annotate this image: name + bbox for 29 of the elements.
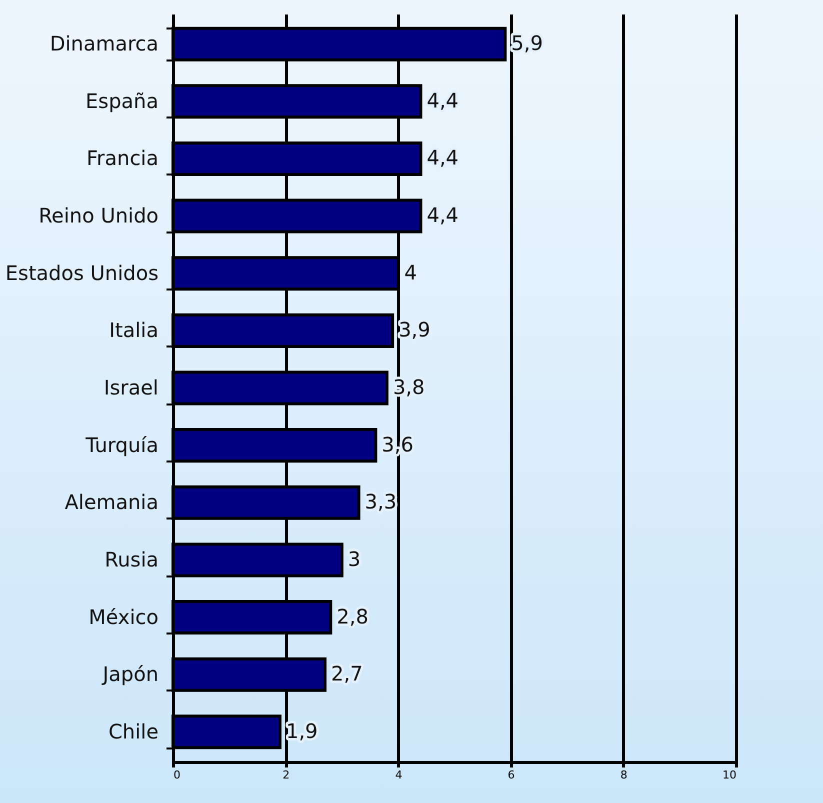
y-tick-label: Alemania — [64, 490, 158, 514]
y-tick-label: México — [88, 604, 158, 629]
y-tick-label: Chile — [108, 719, 158, 744]
data-label: 2,7 — [331, 662, 363, 686]
data-label: 3,9 — [398, 318, 430, 342]
x-tick-label: 2 — [282, 768, 290, 782]
y-tick-label: Turquía — [84, 432, 158, 457]
y-tick-label: Italia — [109, 318, 158, 342]
x-tick-label: 10 — [722, 768, 736, 782]
data-label: 4,4 — [426, 203, 459, 228]
data-label: 3,3 — [364, 490, 397, 514]
y-tick-label: España — [86, 88, 158, 113]
y-tick-label: Dinamarca — [50, 32, 158, 56]
data-label: 2,8 — [336, 604, 368, 628]
y-tick-label: Reino Unido — [38, 204, 158, 228]
data-label: 1,9 — [286, 718, 318, 743]
y-tick-label: Rusia — [104, 547, 158, 572]
y-tick-label: Israel — [104, 376, 158, 400]
x-tick-label: 0 — [174, 768, 180, 782]
data-label: 4,4 — [426, 146, 459, 170]
x-tick-label: 8 — [620, 768, 628, 782]
data-label: 3 — [348, 546, 361, 571]
y-tick-label: Estados Unidos — [5, 260, 158, 285]
data-label: 4 — [404, 260, 417, 284]
data-label: 4,4 — [426, 88, 459, 112]
y-tick-label: Japón — [100, 662, 158, 686]
y-tick-label: Francia — [86, 146, 158, 170]
x-tick-label: 6 — [508, 768, 515, 782]
x-tick-label: 4 — [395, 768, 402, 782]
